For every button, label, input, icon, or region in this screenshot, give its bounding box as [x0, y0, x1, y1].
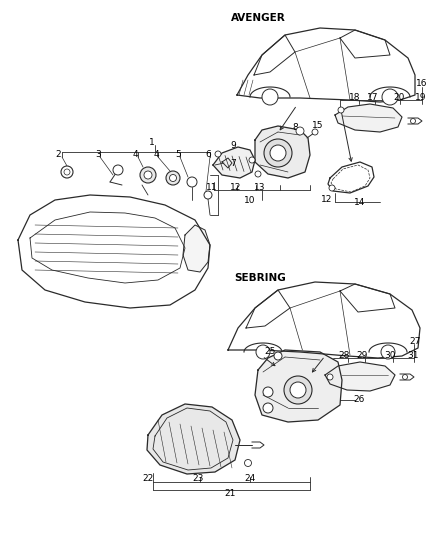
Circle shape	[61, 166, 73, 178]
Text: 18: 18	[349, 93, 360, 101]
Circle shape	[283, 376, 311, 404]
Circle shape	[262, 403, 272, 413]
Circle shape	[295, 127, 303, 135]
Circle shape	[166, 171, 180, 185]
Text: 29: 29	[356, 351, 367, 359]
Text: 11: 11	[206, 182, 217, 191]
Circle shape	[254, 171, 261, 177]
Text: 20: 20	[392, 93, 404, 101]
Circle shape	[328, 185, 334, 191]
Circle shape	[255, 345, 269, 359]
Circle shape	[263, 139, 291, 167]
Circle shape	[169, 174, 176, 182]
Circle shape	[113, 165, 123, 175]
Polygon shape	[183, 225, 209, 272]
Text: 28: 28	[338, 351, 349, 359]
Text: 30: 30	[383, 351, 395, 359]
Polygon shape	[324, 362, 394, 391]
Circle shape	[204, 191, 212, 199]
Text: 8: 8	[291, 123, 297, 132]
Circle shape	[290, 382, 305, 398]
Text: 21: 21	[224, 489, 235, 498]
Circle shape	[244, 459, 251, 466]
Circle shape	[381, 89, 397, 105]
Text: 3: 3	[95, 149, 101, 158]
Circle shape	[261, 89, 277, 105]
Circle shape	[273, 352, 281, 360]
Circle shape	[402, 375, 406, 379]
Circle shape	[262, 387, 272, 397]
Text: 22: 22	[142, 474, 153, 483]
Circle shape	[311, 129, 317, 135]
Circle shape	[140, 167, 155, 183]
Circle shape	[337, 107, 343, 113]
Text: 7: 7	[230, 158, 235, 167]
Text: 15: 15	[311, 120, 323, 130]
Circle shape	[269, 145, 285, 161]
Text: 4: 4	[132, 149, 138, 158]
Text: 17: 17	[367, 93, 378, 101]
Polygon shape	[334, 104, 401, 132]
Text: 12: 12	[321, 195, 332, 204]
Text: 2: 2	[55, 149, 61, 158]
Text: 16: 16	[415, 78, 427, 87]
Circle shape	[248, 157, 254, 163]
Polygon shape	[254, 126, 309, 178]
Text: 24: 24	[244, 474, 255, 483]
Text: 4: 4	[153, 149, 159, 158]
Text: AVENGER: AVENGER	[230, 13, 285, 23]
Circle shape	[410, 118, 414, 124]
Polygon shape	[212, 147, 254, 178]
Circle shape	[64, 169, 70, 175]
Text: 13: 13	[254, 182, 265, 191]
Text: 6: 6	[205, 149, 210, 158]
Text: 1: 1	[149, 138, 155, 147]
Polygon shape	[254, 350, 341, 422]
Text: 12: 12	[230, 182, 241, 191]
Text: 23: 23	[192, 474, 203, 483]
Text: 14: 14	[353, 198, 365, 206]
Circle shape	[326, 374, 332, 380]
Text: 10: 10	[244, 196, 255, 205]
Text: 19: 19	[414, 93, 426, 101]
Circle shape	[380, 345, 394, 359]
Circle shape	[144, 171, 152, 179]
Text: 9: 9	[230, 141, 235, 149]
Text: 5: 5	[175, 149, 180, 158]
Text: 25: 25	[264, 346, 275, 356]
Polygon shape	[147, 404, 240, 474]
Text: 26: 26	[352, 395, 364, 405]
Text: SEBRING: SEBRING	[233, 273, 285, 283]
Circle shape	[215, 151, 220, 157]
Text: 31: 31	[406, 351, 418, 359]
Circle shape	[187, 177, 197, 187]
Text: 27: 27	[408, 336, 420, 345]
